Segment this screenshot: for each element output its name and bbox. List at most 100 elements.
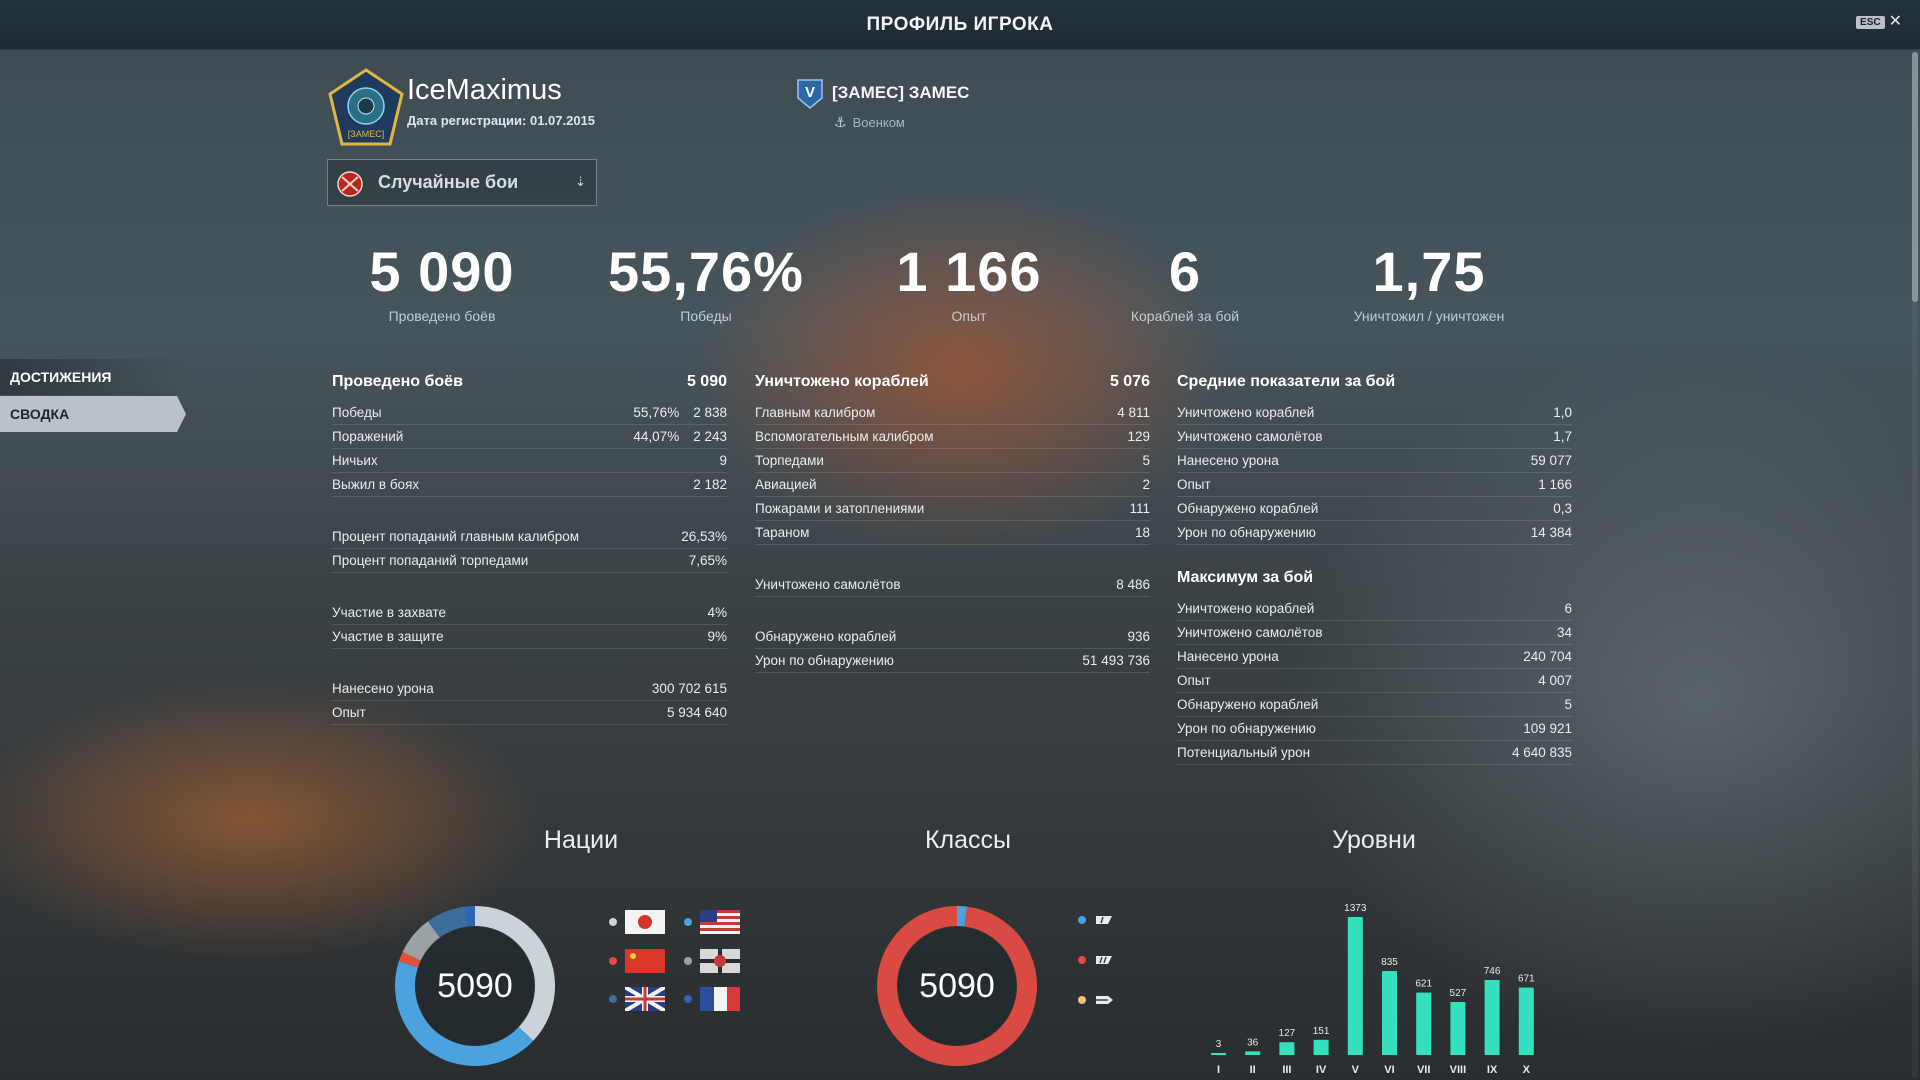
table-row: Обнаружено кораблей 936 — [755, 625, 1150, 649]
tier-bar-II[interactable] — [1245, 1051, 1261, 1055]
legend-uk[interactable] — [609, 987, 665, 1011]
table-row: Уничтожено кораблей 6 — [1177, 597, 1572, 621]
row-label: Опыт — [1177, 673, 1211, 688]
classes-total: 5090 — [919, 966, 995, 1005]
row-label: Опыт — [332, 705, 366, 720]
table-row: Вспомогательным калибром 129 — [755, 425, 1150, 449]
row-label: Нанесено урона — [332, 681, 434, 696]
tier-bar-IV[interactable] — [1313, 1039, 1329, 1055]
row-value: 4 811 — [1117, 405, 1150, 420]
germany-flag-icon — [700, 949, 740, 973]
window-title: ПРОФИЛЬ ИГРОКА — [866, 14, 1054, 35]
row-value: 9% — [707, 629, 727, 644]
stat-ships-per-battle: 6 Кораблей за бой — [1085, 240, 1285, 325]
legend-dot — [609, 957, 617, 965]
legend-france[interactable] — [684, 987, 740, 1011]
nations-donut[interactable]: 5090 — [395, 906, 555, 1066]
donut-slice-usa[interactable] — [395, 961, 534, 1066]
stat-kd-ratio: 1,75 Уничтожил / уничтожен — [1319, 244, 1539, 325]
close-button[interactable]: ESC ✕ — [1856, 13, 1902, 30]
legend-battleship[interactable] — [1078, 994, 1114, 1006]
nations-donut-hole — [416, 927, 534, 1045]
legend-dot — [1078, 996, 1086, 1004]
tier-tick-label: VI — [1384, 1064, 1394, 1076]
tier-tick-label: IX — [1487, 1064, 1498, 1076]
row-label: Поражений — [332, 429, 404, 444]
row-value: 2 838 — [693, 405, 727, 420]
tier-tick-label: IV — [1316, 1064, 1327, 1076]
row-label: Уничтожено самолётов — [755, 577, 901, 592]
table-row: Опыт 5 934 640 — [332, 701, 727, 725]
row-value: 4% — [707, 605, 727, 620]
row-label: Тараном — [755, 525, 810, 540]
donut-slice-destroyer[interactable] — [877, 906, 1037, 1066]
nav-achievements[interactable]: ДОСТИЖЕНИЯ — [0, 359, 186, 395]
row-label: Обнаружено кораблей — [1177, 697, 1319, 712]
row-label: Торпедами — [755, 453, 824, 468]
maximum-title: Максимум за бой — [1177, 569, 1314, 586]
legend-china[interactable] — [609, 949, 665, 973]
legend-destroyer[interactable] — [1078, 954, 1114, 966]
row-label: Вспомогательным калибром — [755, 429, 934, 444]
row-label: Урон по обнаружению — [755, 653, 894, 668]
classes-donut[interactable]: 5090 — [877, 906, 1037, 1066]
row-label: Выжил в боях — [332, 477, 420, 492]
nations-total: 5090 — [437, 966, 513, 1005]
donut-slice-cruiser[interactable] — [956, 906, 968, 927]
tier-bar-I[interactable] — [1211, 1053, 1226, 1055]
legend-japan[interactable] — [609, 910, 665, 934]
tier-value-label: 527 — [1450, 988, 1467, 999]
legend-dot — [609, 918, 617, 926]
donut-slice-japan[interactable] — [474, 906, 555, 1041]
stat-experience: 1 166 Опыт — [869, 244, 1069, 325]
tier-value-label: 36 — [1247, 1037, 1259, 1048]
clan-badge-icon: V — [797, 79, 823, 109]
row-value: 26,53% — [681, 529, 727, 544]
legend-dot — [609, 995, 617, 1003]
nations-chart-title: Нации — [543, 826, 619, 854]
row-value: 59 077 — [1530, 453, 1572, 468]
legend-germany[interactable] — [684, 949, 740, 973]
legend-usa[interactable] — [684, 910, 740, 934]
scrollbar-thumb[interactable] — [1912, 52, 1918, 302]
row-label: Нанесено урона — [1177, 649, 1279, 664]
close-icon: ✕ — [1888, 13, 1902, 30]
donut-slice-france[interactable] — [464, 906, 476, 927]
cruiser-class-icon — [1096, 916, 1112, 924]
row-value: 1,0 — [1553, 405, 1572, 420]
tier-bar-X[interactable] — [1518, 987, 1534, 1055]
row-value: 109 921 — [1523, 721, 1572, 736]
row-label: Уничтожено самолётов — [1177, 429, 1323, 444]
row-percent: 44,07% — [633, 429, 680, 444]
clan-name[interactable]: [ЗАМЕС] ЗАМЕС — [832, 83, 970, 102]
stat-ships-per-battle-value: 6 — [1168, 240, 1202, 303]
row-label: Ничьих — [332, 453, 378, 468]
table-row: Участие в захвате 4% — [332, 601, 727, 625]
table-row: Тараном 18 — [755, 521, 1150, 545]
battle-mode-select[interactable]: Случайные бои ⇣ — [327, 159, 597, 206]
tier-bar-VI[interactable] — [1382, 971, 1397, 1055]
tier-bar-IX[interactable] — [1484, 980, 1500, 1055]
stat-win-rate: 55,76% Победы — [596, 244, 816, 325]
row-value: 240 704 — [1523, 649, 1572, 664]
stat-win-rate-label: Победы — [680, 308, 732, 324]
legend-cruiser[interactable] — [1078, 914, 1114, 926]
clan-role-label: Военком — [852, 115, 905, 130]
tier-bar-VII[interactable] — [1416, 992, 1432, 1055]
legend-dot — [684, 995, 692, 1003]
row-value: 5 934 640 — [666, 705, 727, 720]
stat-ships-per-battle-label: Кораблей за бой — [1130, 308, 1240, 324]
scrollbar[interactable] — [1912, 52, 1918, 1078]
row-value: 111 — [1129, 501, 1150, 516]
destroyed-section: Уничтожено кораблей 5 076 Главным калибр… — [755, 373, 1150, 673]
donut-slice-uk[interactable] — [427, 906, 468, 938]
nav-summary[interactable]: СВОДКА — [0, 396, 186, 432]
tier-bar-III[interactable] — [1279, 1042, 1295, 1055]
clan-emblem-icon: [ЗАМЕС] — [328, 68, 404, 146]
donut-slice-germany[interactable] — [402, 921, 441, 961]
table-row: Урон по обнаружению 51 493 736 — [755, 649, 1150, 673]
destroyed-title: Уничтожено кораблей — [755, 373, 929, 390]
tier-bar-VIII[interactable] — [1450, 1002, 1466, 1055]
donut-slice-china[interactable] — [398, 951, 421, 968]
tier-bar-V[interactable] — [1347, 917, 1363, 1055]
